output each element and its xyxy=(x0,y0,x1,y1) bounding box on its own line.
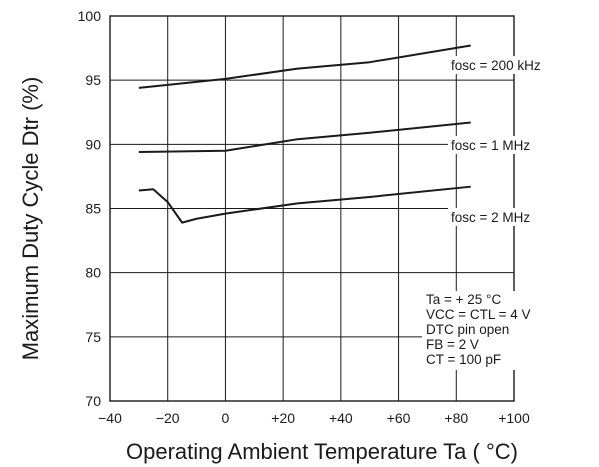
y-axis-label: Maximum Duty Cycle Dtr (%) xyxy=(18,77,43,361)
series-label-background xyxy=(448,136,548,154)
x-tick-label: +40 xyxy=(329,410,353,426)
condition-line: Ta = + 25 °C xyxy=(426,292,501,307)
x-axis-label: Operating Ambient Temperature Ta ( °C) xyxy=(126,439,518,464)
conditions-background xyxy=(422,291,562,370)
y-tick-label: 80 xyxy=(85,265,101,281)
series-label-2: fosc = 2 MHz xyxy=(451,210,530,225)
series-label-1: fosc = 1 MHz xyxy=(451,138,530,153)
y-tick-label: 70 xyxy=(85,393,101,409)
y-tick-label: 90 xyxy=(85,136,101,152)
condition-line: CT = 100 pF xyxy=(426,352,501,367)
x-tick-label: 0 xyxy=(222,410,230,426)
x-tick-label: +100 xyxy=(498,410,530,426)
series-line-0 xyxy=(138,44,471,89)
y-tick-label: 100 xyxy=(78,8,102,24)
x-tick-label: −20 xyxy=(156,410,180,426)
series-line-1 xyxy=(138,121,471,154)
y-tick-label: 75 xyxy=(85,329,101,345)
condition-line: DTC pin open xyxy=(426,322,509,337)
y-tick-label: 85 xyxy=(85,201,101,217)
x-tick-labels: −40 −20 0 +20 +40 +60 +80 +100 xyxy=(98,410,530,426)
y-tick-label: 95 xyxy=(85,72,101,88)
condition-line: FB = 2 V xyxy=(426,337,479,352)
x-tick-label: −40 xyxy=(98,410,122,426)
x-tick-label: +60 xyxy=(387,410,411,426)
x-tick-label: +80 xyxy=(444,410,468,426)
x-tick-label: +20 xyxy=(271,410,295,426)
series-lines xyxy=(138,44,471,224)
series-line-2 xyxy=(138,185,471,224)
condition-line: VCC = CTL = 4 V xyxy=(426,307,531,322)
series-label-background xyxy=(448,56,560,74)
series-labels: fosc = 200 kHz fosc = 1 MHz fosc = 2 MHz xyxy=(448,56,560,226)
y-tick-labels: 70 75 80 85 90 95 100 xyxy=(78,8,102,409)
series-label-0: fosc = 200 kHz xyxy=(451,58,541,73)
series-label-background xyxy=(448,208,548,226)
